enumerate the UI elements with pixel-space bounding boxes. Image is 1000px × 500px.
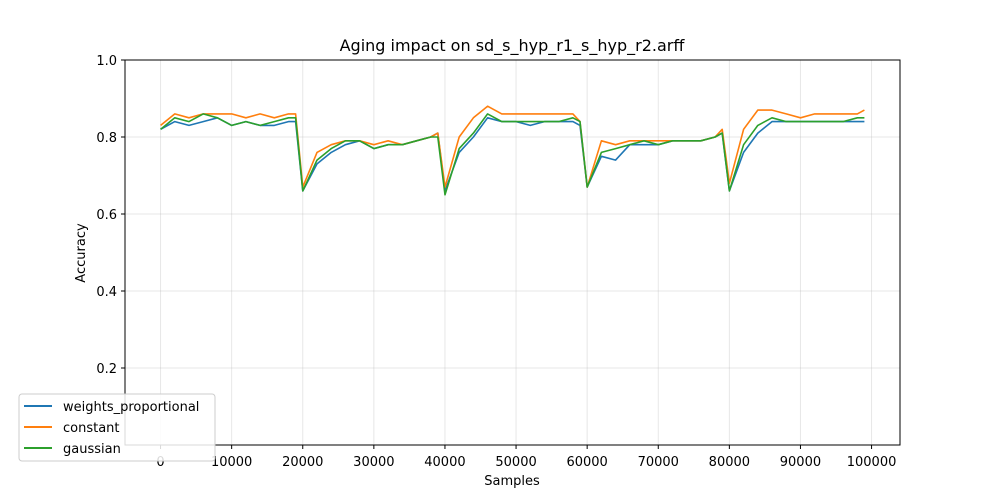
x-tick-label: 60000 — [566, 455, 607, 470]
x-axis-ticks: 0 10000 20000 30000 40000 50000 60000 70000 8000… — [156, 445, 896, 470]
x-tick-label: 0 — [156, 455, 164, 470]
x-tick-label: 80000 — [709, 455, 750, 470]
x-axis-label: Samples — [484, 474, 540, 489]
y-axis-ticks: 0.2 0.4 0.6 0.8 1.0 — [96, 54, 125, 377]
chart-title: Aging impact on sd_s_hyp_r1_s_hyp_r2.arf… — [340, 36, 686, 56]
legend: weights_proportional constant gaussian — [18, 393, 216, 462]
series-group — [160, 105, 865, 196]
x-tick-label: 50000 — [495, 455, 536, 470]
x-tick-label: 30000 — [353, 455, 394, 470]
y-tick-label: 0.4 — [96, 285, 117, 300]
legend-box — [18, 393, 216, 462]
legend-label: constant — [63, 421, 120, 436]
x-tick-label: 90000 — [780, 455, 821, 470]
plot-frame — [124, 59, 901, 446]
y-axis-label: Accuracy — [74, 223, 89, 283]
y-tick-label: 0.6 — [96, 208, 117, 223]
series-line-gaussian — [160, 113, 865, 196]
legend-label: weights_proportional — [63, 400, 199, 415]
grid — [125, 59, 900, 445]
legend-label: gaussian — [63, 442, 121, 457]
y-tick-label: 0.2 — [96, 362, 117, 377]
plot-area — [125, 60, 900, 445]
x-tick-label: 20000 — [282, 455, 323, 470]
y-tick-label: 0.8 — [96, 131, 117, 146]
x-tick-label: 40000 — [424, 455, 465, 470]
x-tick-label: 70000 — [638, 455, 679, 470]
series-line-constant — [160, 105, 865, 188]
x-tick-label: 10000 — [211, 455, 252, 470]
x-tick-label: 100000 — [847, 455, 897, 470]
y-tick-label: 1.0 — [96, 54, 117, 69]
